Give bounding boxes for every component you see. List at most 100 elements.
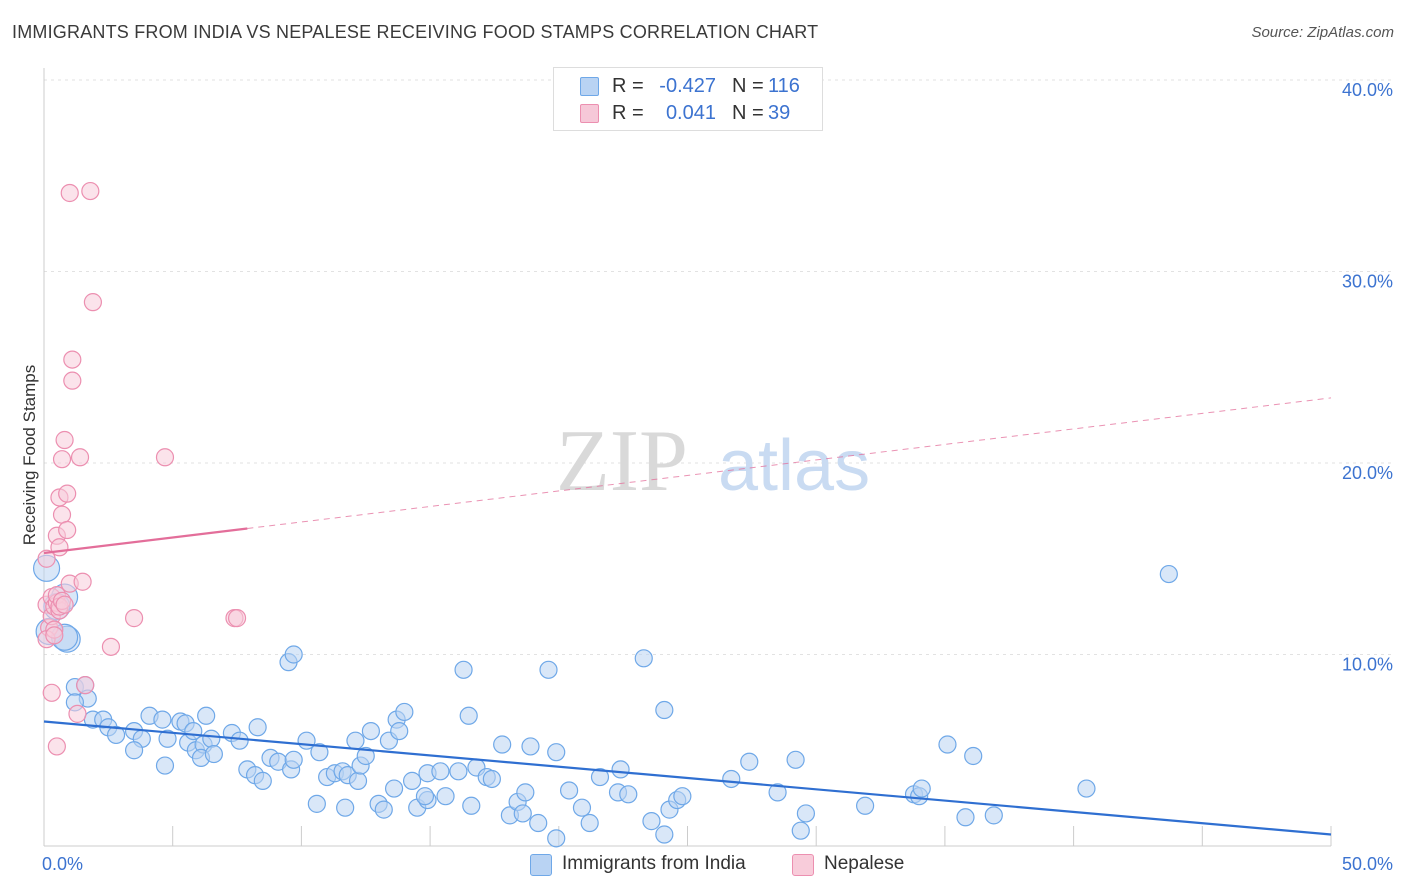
- r-label: R =: [612, 102, 644, 124]
- nepalese-point: [70, 448, 90, 467]
- india-point: [449, 762, 468, 781]
- nepalese-point: [45, 626, 64, 645]
- nepalese-point: [63, 371, 82, 390]
- india-point: [462, 796, 481, 815]
- india-point: [230, 731, 249, 750]
- india-point: [964, 746, 983, 766]
- india-point: [642, 812, 661, 831]
- india-point: [796, 804, 816, 823]
- india-point: [346, 731, 365, 750]
- india-point: [431, 762, 450, 781]
- india-point: [513, 804, 532, 823]
- nepalese-swatch: [580, 104, 599, 123]
- india-point: [521, 737, 540, 756]
- india-point: [740, 752, 759, 771]
- nepalese-point: [63, 350, 82, 369]
- legend: Immigrants from India Nepalese: [0, 852, 1406, 878]
- legend-swatch-nepalese: [792, 854, 814, 876]
- india-point: [202, 729, 221, 748]
- india-point: [956, 808, 975, 827]
- nepalese-point: [58, 484, 77, 503]
- stats-row-india: R = -0.427 N = 116: [554, 73, 822, 101]
- nepalese-point: [81, 181, 100, 201]
- india-point: [619, 785, 638, 804]
- india-point: [310, 743, 329, 762]
- n-label: N =: [732, 102, 764, 124]
- india-point: [547, 743, 566, 762]
- nepalese-point: [47, 737, 66, 756]
- n-value: 116: [768, 75, 800, 97]
- india-point: [634, 649, 653, 668]
- legend-swatch-india: [530, 854, 552, 876]
- india-point: [204, 744, 223, 764]
- legend-label-india: Immigrants from India: [562, 853, 746, 874]
- nepalese-point: [52, 505, 72, 524]
- gridlines: [44, 79, 1392, 655]
- india-point: [336, 798, 355, 817]
- india-point: [155, 756, 175, 775]
- india-point: [415, 787, 435, 806]
- nepalese-point: [83, 293, 103, 312]
- india-point: [284, 750, 303, 769]
- india-point: [590, 767, 610, 787]
- india-point: [459, 706, 478, 725]
- india-point: [984, 806, 1003, 825]
- india-point: [529, 813, 548, 833]
- nepalese-point: [55, 430, 74, 450]
- nepalese-point: [76, 676, 95, 695]
- nepalese-point: [58, 520, 77, 540]
- nepalese-point: [227, 609, 247, 628]
- tick-labels: 10.0% 20.0% 30.0% 40.0% 0.0% 50.0%: [42, 80, 1393, 874]
- india-point: [348, 771, 368, 790]
- india-point: [722, 769, 741, 789]
- nepalese-point: [73, 572, 92, 591]
- india-point: [454, 660, 473, 679]
- india-point: [1077, 779, 1096, 798]
- nepalese-point: [55, 595, 74, 614]
- n-value: 39: [768, 102, 791, 124]
- india-point: [384, 779, 404, 798]
- india-point: [153, 710, 172, 729]
- india-point: [580, 813, 599, 833]
- india-point: [791, 821, 810, 840]
- india-point: [124, 741, 144, 760]
- india-point: [374, 800, 393, 819]
- nepalese-trend-line-dashed: [247, 397, 1332, 529]
- india-point: [547, 829, 566, 848]
- india-point: [655, 825, 674, 844]
- india-point: [673, 787, 692, 806]
- india-point: [786, 750, 805, 769]
- india-point: [938, 735, 957, 754]
- india-point: [436, 787, 455, 806]
- nepalese-point: [60, 183, 79, 203]
- nepalese-trend-line: [43, 527, 248, 555]
- stats-box: R = -0.427 N = 116 R = 0.041 N = 39: [553, 67, 823, 131]
- trend-lines: [43, 397, 1332, 836]
- source-label: Source: ZipAtlas.com: [1251, 24, 1394, 41]
- india-point: [390, 721, 409, 741]
- india-point: [402, 771, 422, 790]
- nepalese-point: [52, 450, 72, 469]
- india-point: [158, 729, 177, 748]
- india-point: [356, 746, 375, 766]
- india-point: [539, 660, 558, 679]
- data-points: [32, 181, 1178, 848]
- india-point: [197, 706, 216, 725]
- x-tick-label: 0.0%: [42, 854, 83, 874]
- india-point: [559, 781, 579, 800]
- y-tick-label: 30.0%: [1342, 272, 1393, 292]
- india-point: [395, 702, 414, 722]
- nepalese-point: [101, 637, 121, 656]
- india-point: [768, 783, 787, 802]
- y-tick-label: 20.0%: [1342, 463, 1393, 483]
- r-label: R =: [612, 75, 644, 97]
- india-point: [516, 783, 535, 802]
- india-point: [572, 798, 592, 817]
- r-value: 0.041: [665, 102, 716, 124]
- nepalese-point: [155, 448, 175, 467]
- india-swatch: [580, 77, 599, 96]
- watermark-atlas: atlas: [718, 426, 870, 506]
- y-tick-label: 40.0%: [1342, 80, 1393, 100]
- legend-label-nepalese: Nepalese: [824, 853, 905, 874]
